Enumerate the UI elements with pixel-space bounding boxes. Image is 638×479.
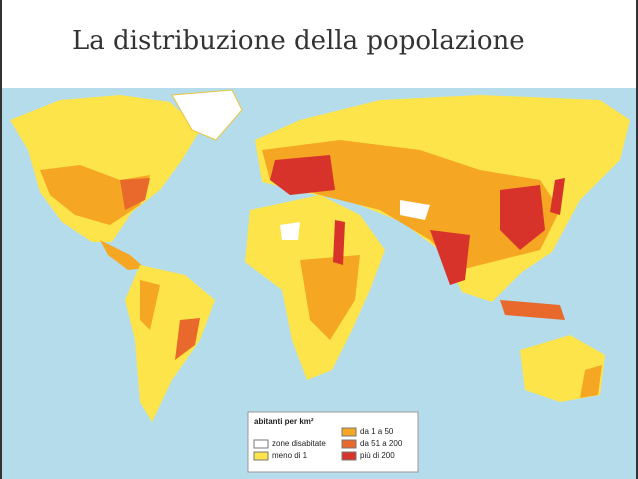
legend-box <box>247 411 419 473</box>
region <box>333 220 345 265</box>
region <box>500 185 545 250</box>
frame-edge <box>0 0 2 479</box>
continent <box>10 95 200 242</box>
region <box>100 240 145 270</box>
legend-swatch <box>341 439 357 449</box>
legend-label: più di 200 <box>360 451 395 460</box>
region <box>120 178 150 210</box>
region <box>500 300 565 320</box>
region <box>430 230 470 285</box>
region <box>550 178 565 215</box>
legend-swatch <box>253 439 269 449</box>
continent <box>171 89 243 141</box>
region <box>140 280 160 330</box>
legend-label: zone disabitate <box>272 439 326 448</box>
region <box>400 200 430 220</box>
legend-title: abitanti per km² <box>254 417 314 426</box>
region <box>280 222 300 240</box>
region <box>270 155 335 195</box>
region <box>175 318 200 360</box>
legend-label: da 1 a 50 <box>360 427 394 436</box>
legend-swatch <box>341 451 357 461</box>
region <box>580 365 602 398</box>
legend-swatch <box>341 427 357 437</box>
slide-title: La distribuzione della popolazione <box>72 26 525 56</box>
legend-label: da 51 a 200 <box>360 439 403 448</box>
population-map: abitanti per km² zone disabitate meno di … <box>2 88 636 479</box>
legend-label: meno di 1 <box>272 451 308 460</box>
legend-swatch <box>253 451 269 461</box>
legend: abitanti per km² zone disabitate meno di … <box>247 411 419 473</box>
region <box>300 255 360 340</box>
frame-edge <box>636 0 638 479</box>
